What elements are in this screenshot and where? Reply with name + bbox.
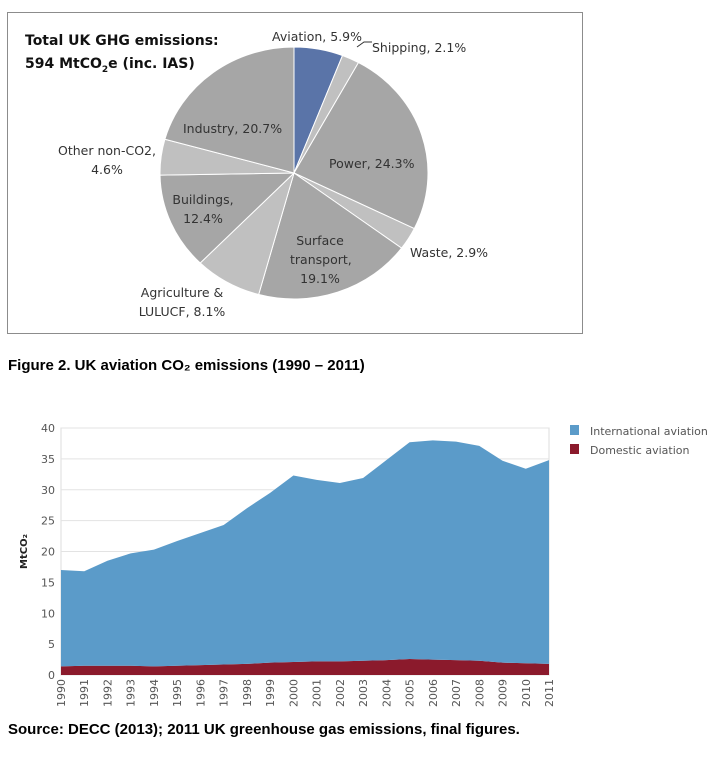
legend-swatch	[570, 425, 579, 435]
x-tick-label: 2005	[404, 679, 417, 707]
y-tick-label: 0	[48, 669, 55, 682]
y-tick-label: 15	[41, 576, 55, 589]
pie-slice-6	[159, 172, 296, 264]
pie-title-line2: 594 MtCO2e (inc. IAS)	[25, 56, 195, 75]
shipping-leader-line	[356, 41, 372, 48]
y-tick-label: 25	[41, 515, 55, 528]
pie-slice-4	[258, 172, 403, 300]
pie-chart	[159, 41, 429, 300]
x-tick-label: 1998	[241, 679, 254, 707]
pie-chart-frame	[7, 12, 583, 334]
y-tick-label: 35	[41, 453, 55, 466]
x-tick-label: 2003	[357, 679, 370, 707]
x-tick-label: 1990	[55, 679, 68, 707]
area-chart: 0 5 10 15 20 25 30 35 40 1990 1991 1992 1993 1994 1995…	[19, 422, 708, 707]
source-note: Source: DECC (2013); 2011 UK greenhouse …	[8, 721, 520, 738]
x-tick-label: 2000	[287, 679, 300, 707]
pie-label-buildings: Buildings, 12.4%	[172, 192, 234, 226]
area-domestic-aviation	[61, 658, 549, 675]
x-tick-label: 1994	[148, 679, 161, 707]
legend-label: Domestic aviation	[590, 444, 689, 457]
y-tick-label: 30	[41, 484, 55, 497]
x-tick-label: 1997	[218, 679, 231, 707]
pie-slice-8	[164, 46, 295, 174]
pie-title: Total UK GHG emissions: 594 MtCO2e (inc.…	[25, 30, 219, 82]
pie-label-power: Power, 24.3%	[329, 156, 415, 171]
y-tick-label: 40	[41, 422, 55, 435]
pie-label-waste: Waste, 2.9%	[410, 245, 489, 260]
x-tick-label: 1993	[125, 679, 138, 707]
y-tick-label: 10	[41, 607, 55, 620]
x-tick-label: 1991	[78, 679, 91, 707]
legend-swatch	[570, 444, 579, 454]
x-tick-label: 2002	[334, 679, 347, 707]
x-tick-label: 2008	[473, 679, 486, 707]
x-tick-label: 2010	[520, 679, 533, 707]
x-tick-label: 2011	[543, 679, 556, 707]
legend-label: International aviation	[590, 425, 708, 438]
pie-label-agriculture: Agriculture & LULUCF, 8.1%	[138, 285, 226, 319]
area-international-aviation	[61, 440, 549, 667]
x-tick-label: 1992	[101, 679, 114, 707]
x-tick-label: 2001	[311, 679, 324, 707]
pie-title-line1: Total UK GHG emissions:	[25, 33, 219, 49]
x-tick-label: 2007	[450, 679, 463, 707]
y-tick-label: 5	[48, 638, 55, 651]
y-tick-label: 20	[41, 546, 55, 559]
figure-2-title: Figure 2. UK aviation CO₂ emissions (199…	[8, 357, 365, 374]
pie-label-shipping: Shipping, 2.1%	[372, 40, 467, 55]
pie-label-other-non-co2: Other non-CO2, 4.6%	[58, 143, 156, 177]
pie-label-aviation: Aviation, 5.9%	[272, 29, 362, 44]
pie-slice-2	[293, 61, 429, 230]
x-tick-label: 1996	[194, 679, 207, 707]
pie-label-surface-transport: Surface transport, 19.1%	[290, 233, 352, 286]
x-tick-label: 2006	[427, 679, 440, 707]
x-tick-label: 2009	[497, 679, 510, 707]
x-tick-label: 1999	[264, 679, 277, 707]
x-tick-label: 2004	[380, 679, 393, 707]
x-tick-label: 1995	[171, 679, 184, 707]
pie-label-industry: Industry, 20.7%	[183, 121, 283, 136]
y-axis-label: MtCO₂	[19, 534, 30, 569]
